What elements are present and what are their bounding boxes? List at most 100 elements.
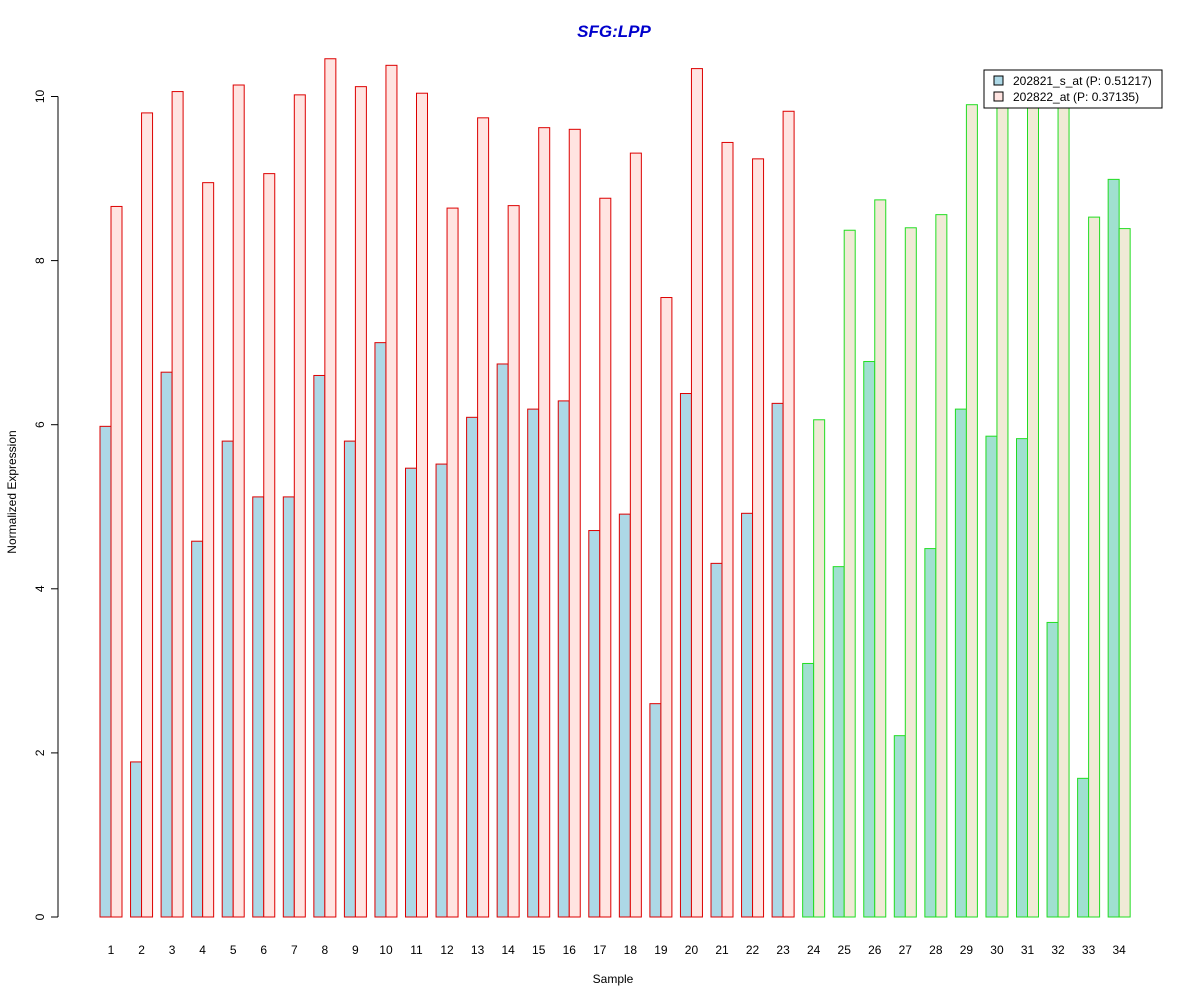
bar-series-1-sample-13 <box>466 416 479 918</box>
bar-series-2-sample-20 <box>690 68 703 918</box>
x-tick-label-4: 4 <box>199 943 206 957</box>
x-tick-label-31: 31 <box>1021 943 1035 957</box>
x-tick-label-14: 14 <box>501 943 515 957</box>
x-tick-label-21: 21 <box>715 943 729 957</box>
x-tick-label-23: 23 <box>776 943 790 957</box>
bar-series-1-sample-32 <box>1046 621 1059 918</box>
x-tick-label-27: 27 <box>899 943 913 957</box>
bar-series-1-sample-23 <box>771 402 784 918</box>
bar-series-1-sample-6 <box>252 496 265 918</box>
y-tick-label: 10 <box>33 90 47 104</box>
bar-series-2-sample-17 <box>599 197 612 918</box>
x-tick-label-24: 24 <box>807 943 821 957</box>
bar-series-2-sample-21 <box>721 141 734 918</box>
x-tick-labels: 1 2 3 4 5 6 7 8 9 10 11 12 13 14 15 16 17 18 19 20 21 22 23 24 2… <box>108 943 1126 957</box>
x-tick-label-2: 2 <box>138 943 145 957</box>
bar-series-2-sample-14 <box>507 205 520 918</box>
bar-series-2-sample-11 <box>416 92 428 918</box>
bar-series-2-sample-10 <box>385 64 398 918</box>
x-tick-label-19: 19 <box>654 943 668 957</box>
x-axis-label: Sample <box>593 972 634 986</box>
bar-series-2-sample-15 <box>538 127 551 918</box>
bar-series-1-sample-21 <box>710 562 723 918</box>
bar-series-1-sample-26 <box>863 361 876 918</box>
x-tick-label-22: 22 <box>746 943 760 957</box>
bar-series-1-sample-33 <box>1077 777 1090 918</box>
bar-series-1-sample-8 <box>313 374 326 918</box>
bar-series-1-sample-1 <box>99 425 112 918</box>
legend-label-series-2: 202822_at (P: 0.37135) <box>1013 90 1139 104</box>
bar-series-2-sample-13 <box>477 117 490 918</box>
bar-series-2-sample-19 <box>660 297 673 918</box>
x-tick-label-13: 13 <box>471 943 485 957</box>
x-tick-label-1: 1 <box>108 943 115 957</box>
bar-series-2-sample-7 <box>293 94 306 918</box>
bar-series-2-sample-30 <box>996 104 1009 918</box>
bar-series-1-sample-2 <box>130 761 143 918</box>
bar-series-1-sample-3 <box>160 371 173 918</box>
bar-series-2-sample-18 <box>629 152 642 918</box>
x-tick-label-8: 8 <box>322 943 329 957</box>
y-tick-label: 2 <box>33 749 47 756</box>
bar-series-1-sample-22 <box>741 512 754 918</box>
x-tick-label-28: 28 <box>929 943 943 957</box>
x-tick-label-18: 18 <box>624 943 638 957</box>
x-tick-label-29: 29 <box>960 943 974 957</box>
legend-box <box>983 69 1163 109</box>
x-tick-label-33: 33 <box>1082 943 1096 957</box>
bar-series-1-sample-20 <box>679 393 692 918</box>
bar-series-2-sample-2 <box>141 112 154 918</box>
bar-series-2-sample-31 <box>1027 104 1039 918</box>
bar-series-2-sample-33 <box>1088 216 1101 918</box>
bar-series-2-sample-25 <box>843 229 856 918</box>
bar-series-2-sample-23 <box>782 110 795 918</box>
x-tick-label-3: 3 <box>169 943 176 957</box>
legend-swatch-series-2 <box>993 91 1004 102</box>
x-tick-label-34: 34 <box>1112 943 1126 957</box>
bar-series-2-sample-24 <box>813 419 826 918</box>
legend-label-series-1: 202821_s_at (P: 0.51217) <box>1013 74 1152 88</box>
bar-series-1-sample-9 <box>343 440 356 918</box>
bar-series-1-sample-7 <box>282 496 295 918</box>
bars-group <box>99 58 1131 918</box>
x-tick-label-5: 5 <box>230 943 237 957</box>
bar-series-2-sample-28 <box>935 214 948 918</box>
bar-series-1-sample-17 <box>588 530 601 918</box>
bar-series-2-sample-3 <box>171 91 184 918</box>
bar-series-1-sample-34 <box>1107 178 1120 918</box>
bar-series-2-sample-8 <box>324 58 337 918</box>
bar-series-1-sample-28 <box>924 548 937 918</box>
x-tick-label-6: 6 <box>260 943 267 957</box>
bar-series-2-sample-4 <box>202 182 215 918</box>
bar-series-1-sample-24 <box>802 662 815 918</box>
y-axis: 0 2 4 6 8 10 <box>33 90 59 920</box>
bar-series-2-sample-26 <box>874 199 887 918</box>
x-tick-label-10: 10 <box>379 943 393 957</box>
bar-series-1-sample-5 <box>221 440 234 918</box>
bar-series-1-sample-16 <box>557 400 570 918</box>
x-tick-label-30: 30 <box>990 943 1004 957</box>
bar-series-2-sample-9 <box>354 86 367 918</box>
bar-series-1-sample-4 <box>191 540 204 918</box>
y-tick-label: 4 <box>33 585 47 592</box>
y-axis-label: Normalized Expression <box>5 430 19 553</box>
x-tick-label-26: 26 <box>868 943 882 957</box>
bar-series-1-sample-12 <box>435 463 448 918</box>
y-tick-label: 0 <box>33 913 47 920</box>
chart-title: SFG:LPP <box>577 22 651 41</box>
bar-series-1-sample-27 <box>893 735 906 918</box>
bar-series-2-sample-32 <box>1057 104 1070 918</box>
legend: 202821_s_at (P: 0.51217) 202822_at (P: 0… <box>983 69 1163 109</box>
bar-series-1-sample-19 <box>649 703 662 918</box>
y-tick-label: 8 <box>33 257 47 264</box>
x-tick-label-15: 15 <box>532 943 546 957</box>
x-tick-label-9: 9 <box>352 943 359 957</box>
bar-series-1-sample-29 <box>954 408 967 918</box>
x-tick-label-20: 20 <box>685 943 699 957</box>
bar-series-2-sample-6 <box>263 173 276 918</box>
bar-series-2-sample-16 <box>568 128 581 918</box>
x-tick-label-7: 7 <box>291 943 298 957</box>
bar-series-1-sample-31 <box>1016 438 1028 918</box>
